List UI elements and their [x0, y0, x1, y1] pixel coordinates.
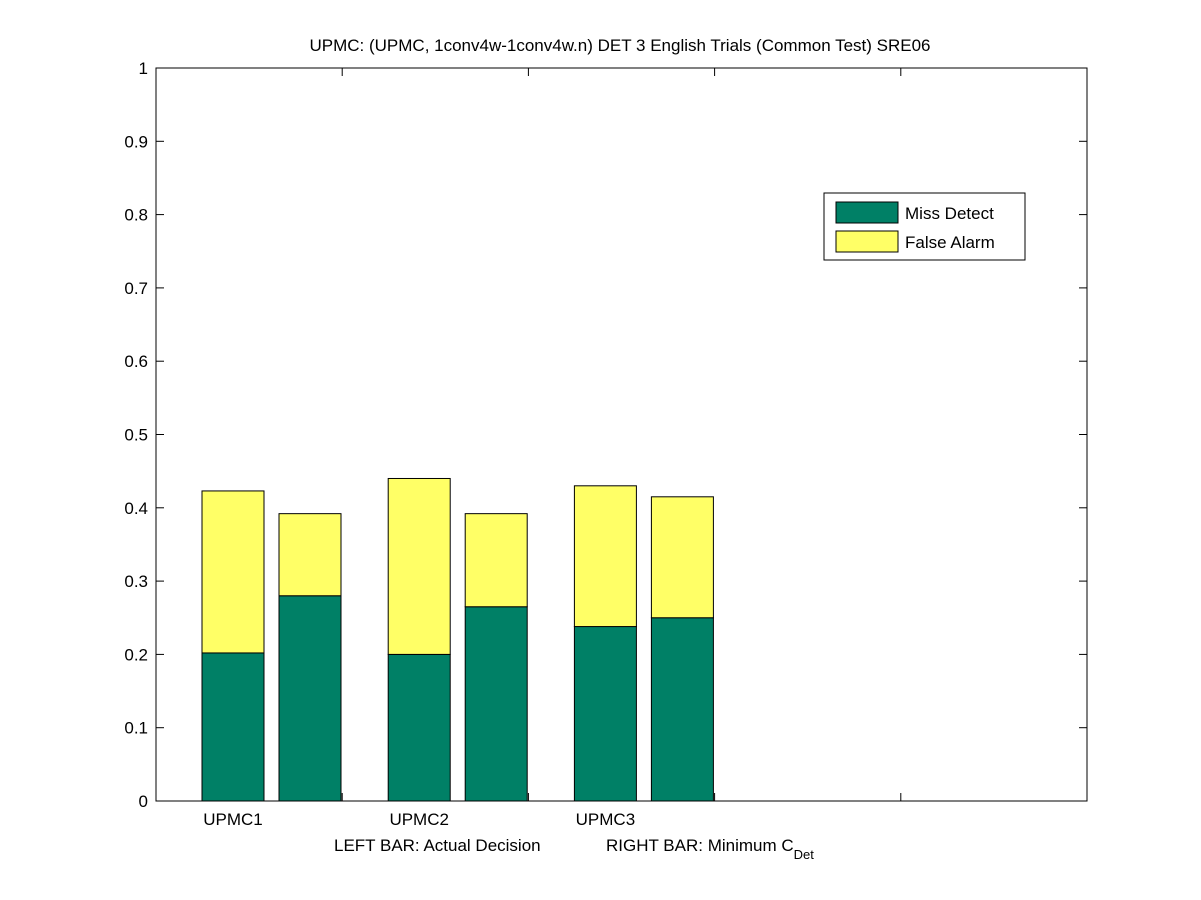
bar-upmc3-minimum-miss-detect	[650, 617, 714, 802]
legend-label-false-alarm: False Alarm	[905, 233, 995, 252]
y-tick-label: 0.4	[124, 499, 148, 518]
legend-swatch-miss-detect	[835, 201, 899, 224]
bar-upmc1-minimum-miss-detect	[278, 595, 342, 802]
legend-swatch-false-alarm	[835, 230, 899, 253]
chart-title: UPMC: (UPMC, 1conv4w-1conv4w.n) DET 3 En…	[309, 36, 930, 55]
legend-label-miss-detect: Miss Detect	[905, 204, 994, 223]
bar-upmc2-minimum-miss-detect	[464, 606, 528, 802]
axis-ticks: 0 0.1 0.2 0.3 0.4 0.5 0.6 0.7 0.8 0.9 1 UPMC1 UPMC2 U…	[124, 59, 1087, 829]
bars	[201, 477, 714, 802]
y-tick-label: 1	[139, 59, 148, 78]
x-tick-label-upmc1: UPMC1	[203, 810, 263, 829]
x-axis-label-right-subscript: Det	[794, 847, 815, 862]
x-tick-label-upmc3: UPMC3	[576, 810, 636, 829]
y-tick-label: 0	[139, 792, 148, 811]
y-tick-label: 0.1	[124, 719, 148, 738]
bar-upmc3-actual-miss-detect	[573, 626, 637, 802]
bar-upmc2-actual-false-alarm	[387, 477, 451, 655]
bar-upmc2-actual-miss-detect	[387, 653, 451, 802]
y-tick-label: 0.2	[124, 645, 148, 664]
y-tick-label: 0.5	[124, 426, 148, 445]
y-tick-label: 0.6	[124, 352, 148, 371]
y-tick-label: 0.8	[124, 206, 148, 225]
bar-upmc1-actual-miss-detect	[201, 652, 265, 802]
bar-upmc3-minimum-false-alarm	[650, 496, 714, 619]
legend: Miss Detect False Alarm	[823, 192, 1026, 261]
bar-upmc3-actual-false-alarm	[573, 485, 637, 628]
x-axis-label-right-main: RIGHT BAR: Minimum C	[606, 836, 794, 855]
x-axis-label-left: LEFT BAR: Actual Decision	[334, 836, 541, 855]
x-axis-label-right: RIGHT BAR: Minimum CDet	[606, 836, 814, 862]
bar-upmc1-actual-false-alarm	[201, 490, 265, 654]
bar-upmc1-minimum-false-alarm	[278, 513, 342, 597]
x-tick-label-upmc2: UPMC2	[389, 810, 449, 829]
y-tick-label: 0.3	[124, 572, 148, 591]
y-tick-label: 0.9	[124, 132, 148, 151]
y-tick-label: 0.7	[124, 279, 148, 298]
bar-upmc2-minimum-false-alarm	[464, 513, 528, 608]
